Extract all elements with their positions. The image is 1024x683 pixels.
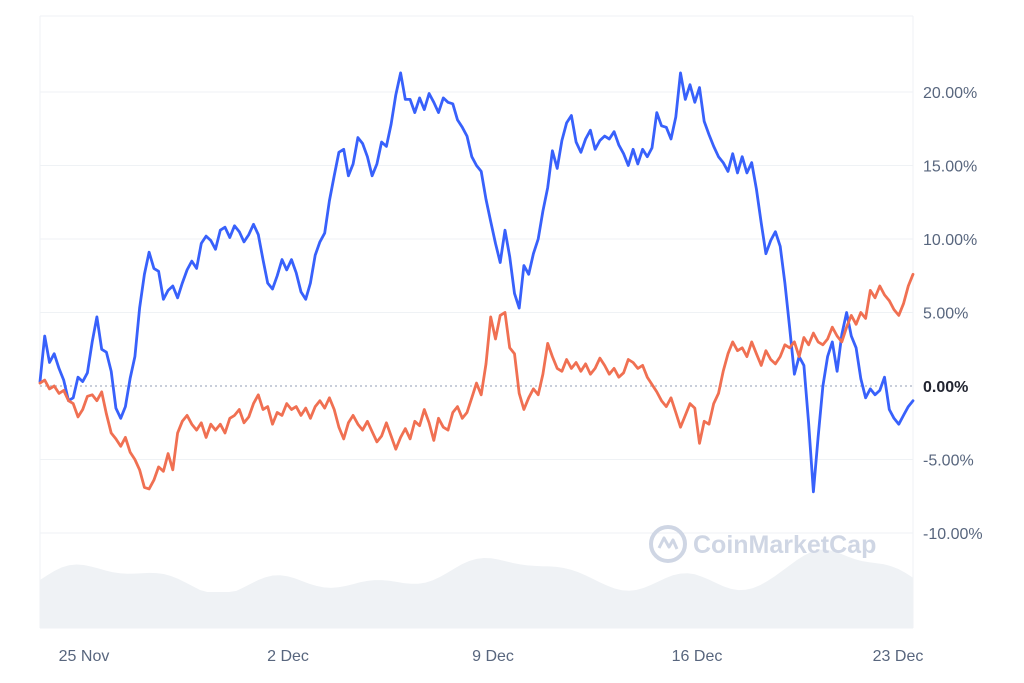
coinmarketcap-logo-icon bbox=[649, 525, 687, 563]
y-tick-label: 5.00% bbox=[923, 306, 968, 323]
volume-shape bbox=[40, 549, 913, 628]
y-tick-label: -5.00% bbox=[923, 453, 974, 470]
volume-area bbox=[40, 549, 913, 628]
watermark-text: CoinMarketCap bbox=[693, 531, 876, 559]
x-tick-label: 2 Dec bbox=[267, 648, 309, 665]
y-tick-label: 0.00% bbox=[923, 379, 968, 396]
watermark: CoinMarketCap bbox=[649, 525, 876, 563]
x-tick-label: 25 Nov bbox=[59, 648, 110, 665]
x-tick-label: 16 Dec bbox=[672, 648, 723, 665]
x-tick-label: 23 Dec bbox=[873, 648, 924, 665]
y-tick-label: 10.00% bbox=[923, 232, 977, 249]
x-axis-ticks: 25 Nov 2 Dec 9 Dec 16 Dec 23 Dec bbox=[59, 648, 924, 665]
series-line-red bbox=[38, 272, 915, 491]
y-axis-ticks: 20.00% 15.00% 10.00% 5.00% 0.00% -5.00% -10.00… bbox=[923, 85, 983, 543]
series-line-blue bbox=[38, 71, 915, 494]
y-tick-label: 20.00% bbox=[923, 85, 977, 102]
series-group bbox=[38, 71, 915, 494]
y-tick-label: -10.00% bbox=[923, 526, 983, 543]
x-tick-label: 9 Dec bbox=[472, 648, 514, 665]
y-tick-label: 15.00% bbox=[923, 159, 977, 176]
